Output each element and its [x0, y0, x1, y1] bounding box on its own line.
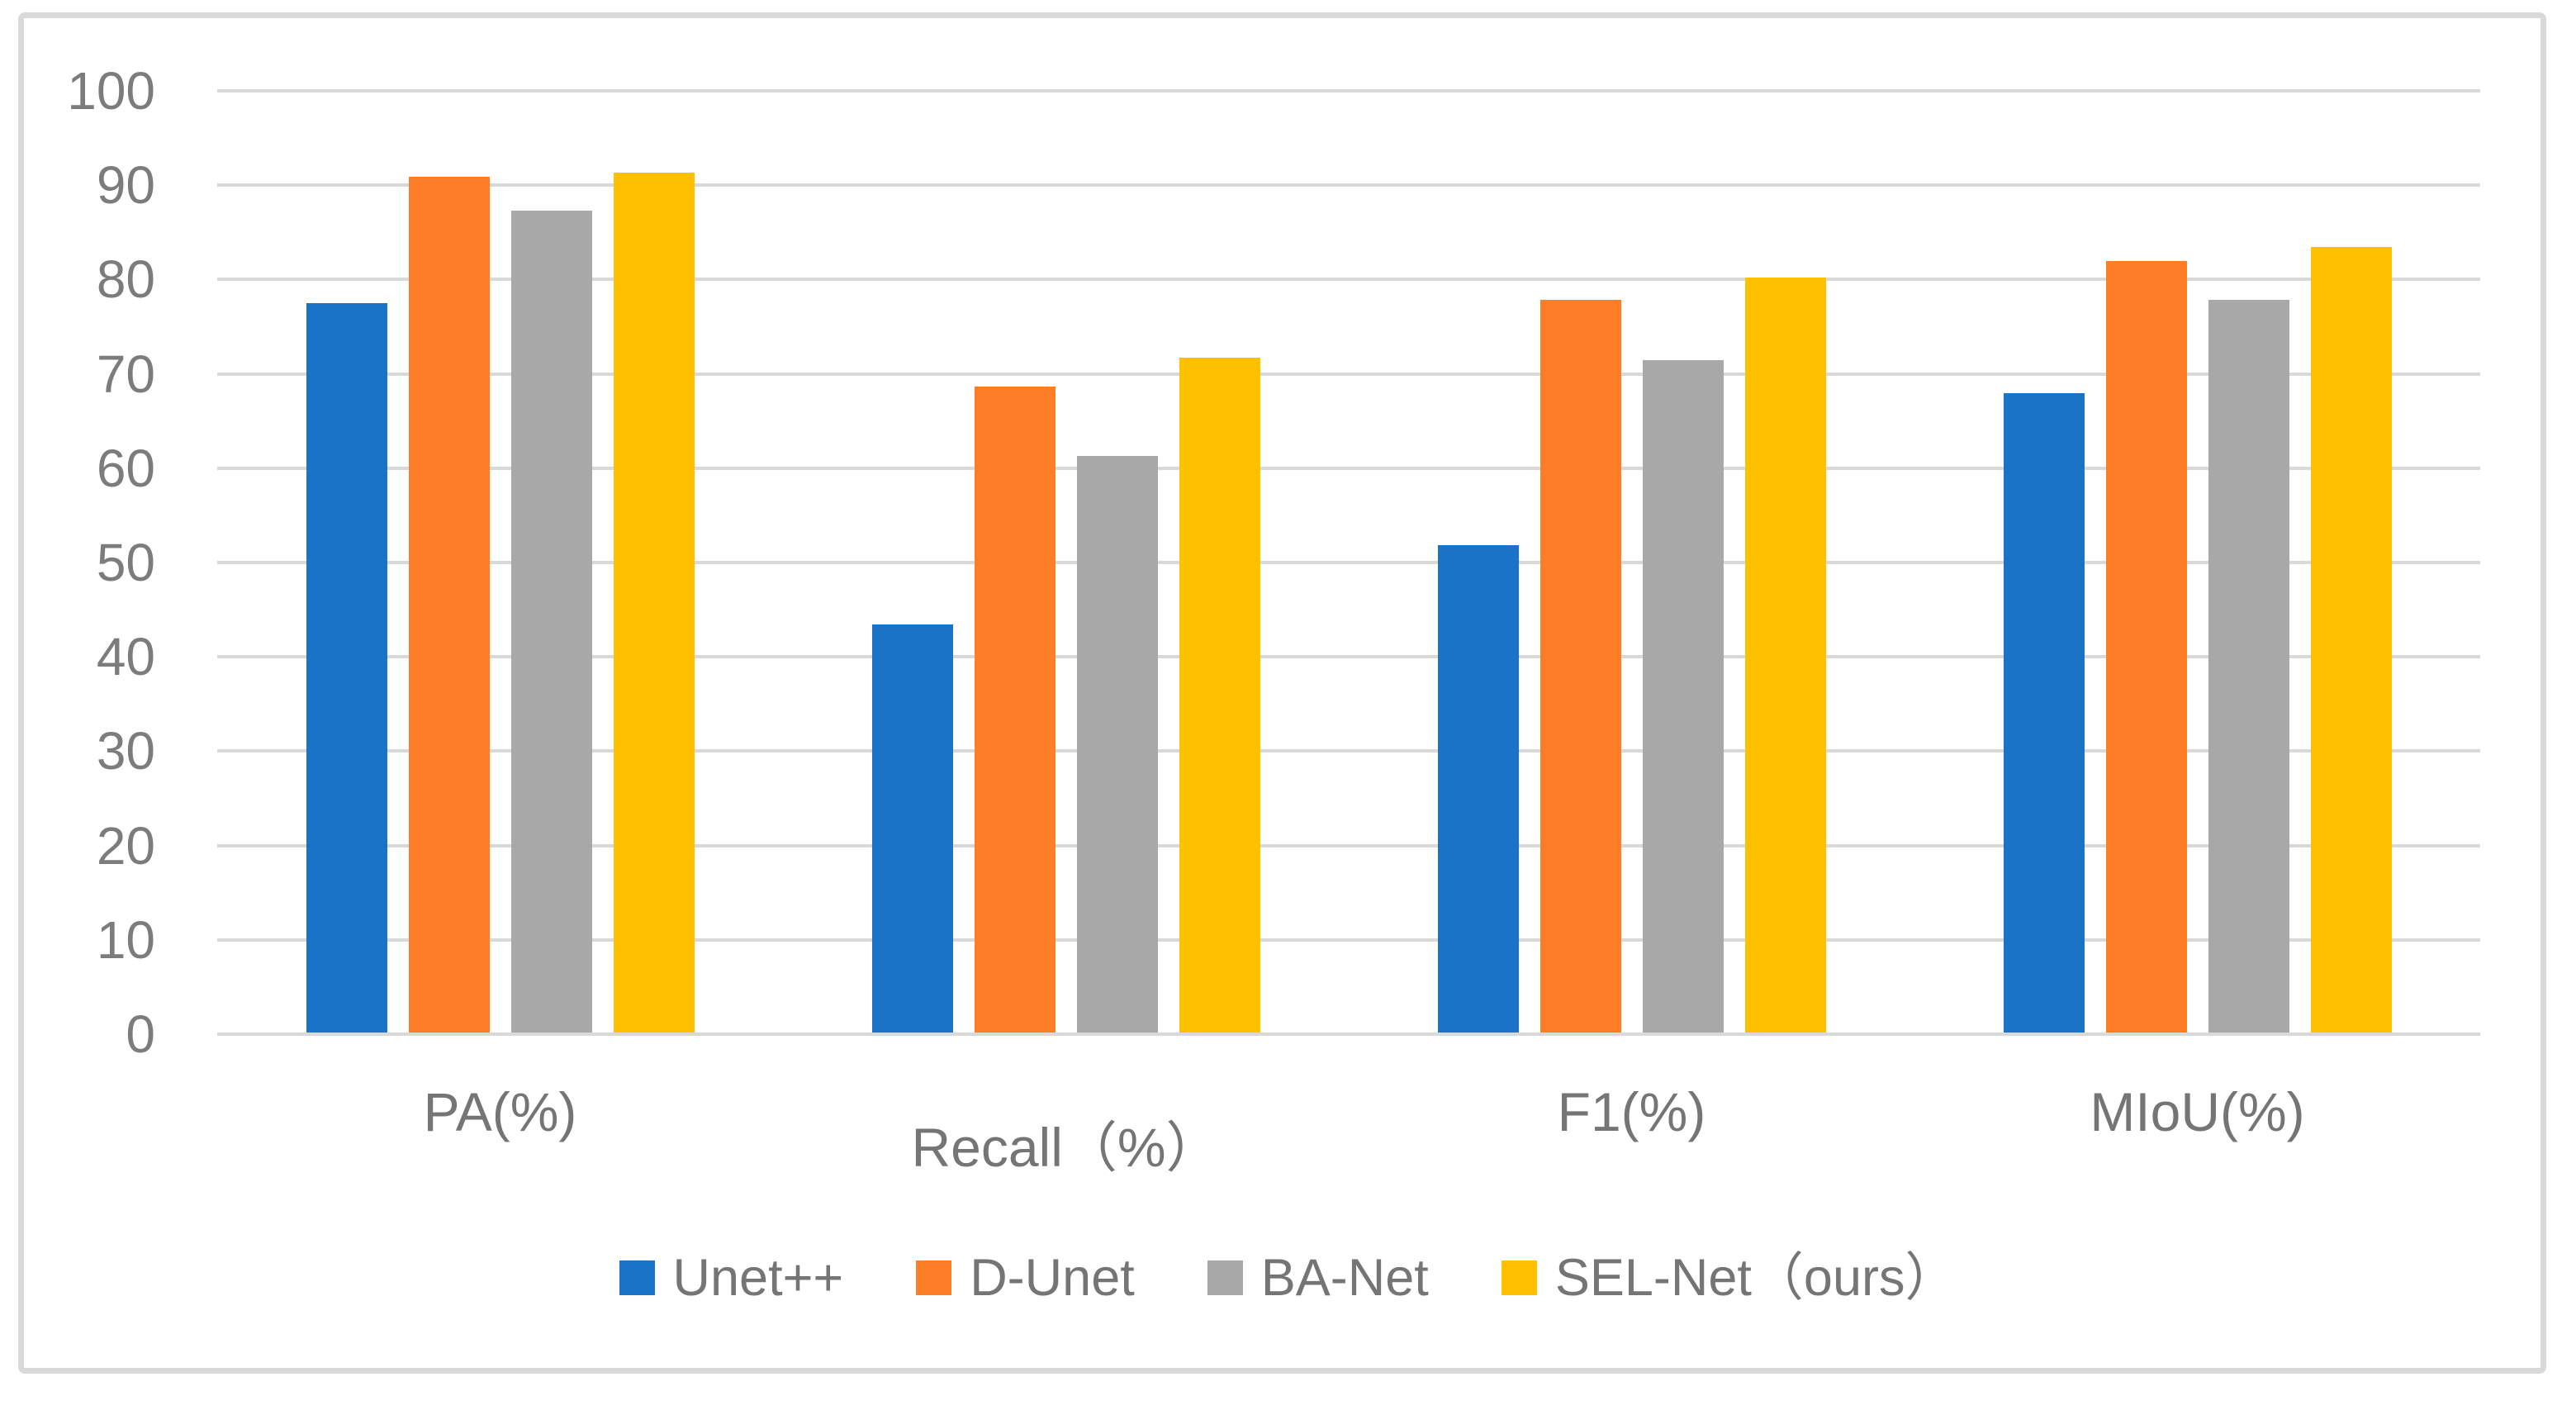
y-tick-label: 30: [96, 721, 155, 781]
bar: [1076, 456, 1158, 1033]
y-tick-label: 90: [96, 155, 155, 216]
y-tick-label: 40: [96, 627, 155, 687]
bar: [871, 624, 953, 1033]
legend-label: SEL-Net（ours）: [1554, 1249, 1957, 1307]
bar-group: [1349, 89, 1914, 1033]
y-tick-label: 20: [96, 815, 155, 876]
bar: [1539, 299, 1621, 1033]
gridline: [217, 749, 2480, 753]
bar: [510, 211, 592, 1033]
bar: [408, 177, 490, 1033]
plot-area: [217, 89, 2480, 1036]
bar: [974, 386, 1056, 1033]
bar: [2105, 260, 2187, 1033]
bar: [1437, 544, 1519, 1033]
legend-swatch: [916, 1260, 952, 1295]
gridline: [217, 278, 2480, 282]
legend-item: Unet++: [619, 1249, 844, 1307]
legend-swatch: [1207, 1260, 1243, 1295]
legend-item: BA-Net: [1207, 1249, 1429, 1307]
y-tick-label: 50: [96, 533, 155, 592]
gridline: [217, 938, 2480, 942]
legend-label: D-Unet: [970, 1249, 1135, 1307]
bar: [2310, 246, 2392, 1033]
bar: [1179, 358, 1260, 1033]
category-label: Recall（%）: [911, 1117, 1221, 1178]
y-axis: 0 10 20 30 40 50 60 70 80 90 100: [23, 64, 155, 1061]
bar: [1642, 359, 1724, 1033]
legend-label: BA-Net: [1260, 1249, 1429, 1307]
gridline: [217, 89, 2480, 93]
bar-group: [783, 89, 1349, 1033]
legend: Unet++ D-Unet BA-Net SEL-Net（ours）: [0, 1249, 2576, 1307]
y-tick-label: 100: [67, 61, 155, 121]
legend-item: D-Unet: [916, 1249, 1135, 1307]
bar: [1744, 278, 1826, 1033]
gridline: [217, 183, 2480, 188]
bar: [2003, 392, 2085, 1033]
chart-frame: [18, 12, 2546, 1374]
x-axis-category-labels: PA(%) Recall（%） F1(%) MIoU(%): [217, 1080, 2480, 1178]
bar-groups: [217, 89, 2480, 1033]
category-label: MIoU(%): [2090, 1081, 2305, 1142]
y-tick-label: 80: [96, 249, 155, 310]
y-tick-label: 70: [96, 344, 155, 404]
legend-swatch: [1501, 1260, 1537, 1295]
gridline: [217, 561, 2480, 564]
y-tick-label: 0: [126, 1004, 155, 1064]
gridline: [217, 466, 2480, 470]
gridline: [217, 1033, 2480, 1036]
bar: [306, 303, 387, 1033]
bar-group: [1914, 89, 2480, 1033]
gridline: [217, 843, 2480, 847]
category-label: PA(%): [423, 1081, 577, 1142]
bar-group: [217, 89, 783, 1033]
legend-label: Unet++: [672, 1249, 844, 1307]
legend-swatch: [619, 1260, 655, 1295]
legend-item: SEL-Net（ours）: [1501, 1249, 1957, 1307]
category-label: F1(%): [1557, 1081, 1706, 1142]
bar: [2208, 299, 2289, 1033]
bar: [613, 172, 695, 1033]
y-tick-label: 60: [96, 438, 155, 498]
gridline: [217, 655, 2480, 659]
y-tick-label: 10: [96, 909, 155, 970]
gridline: [217, 372, 2480, 376]
